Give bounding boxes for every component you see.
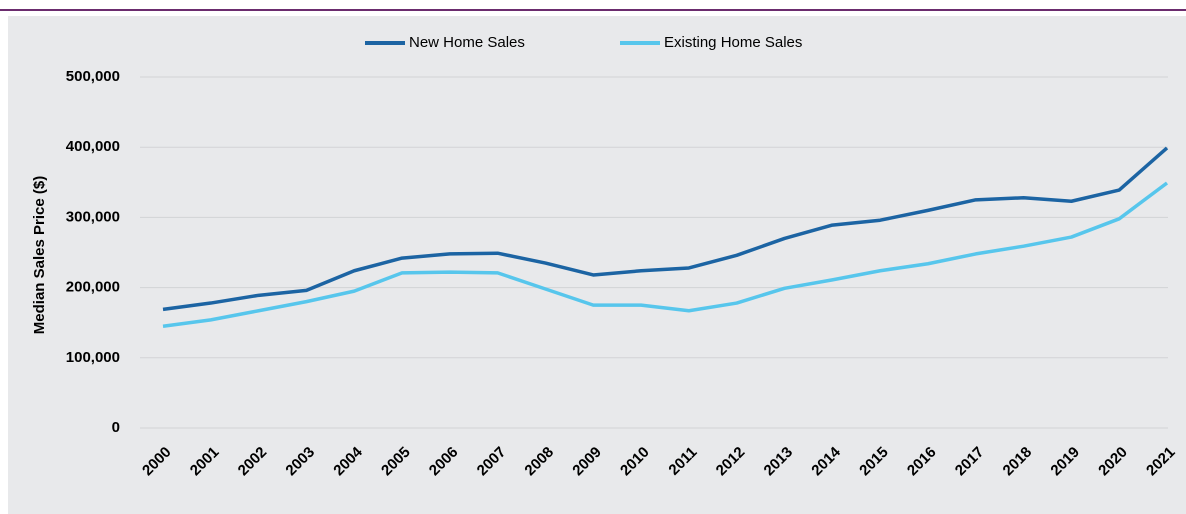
legend-label: New Home Sales <box>409 34 525 51</box>
legend-label: Existing Home Sales <box>664 34 802 51</box>
y-tick-label: 300,000 <box>66 208 120 225</box>
y-tick-label: 400,000 <box>66 138 120 155</box>
series-line <box>162 181 1169 328</box>
y-axis-label: Median Sales Price ($) <box>31 176 48 334</box>
y-tick-label: 200,000 <box>66 279 120 296</box>
y-tick-label: 500,000 <box>66 68 120 85</box>
series-line <box>162 146 1169 312</box>
plot-background <box>8 16 1186 514</box>
y-tick-label: 100,000 <box>66 349 120 366</box>
y-tick-label: 0 <box>112 419 120 436</box>
